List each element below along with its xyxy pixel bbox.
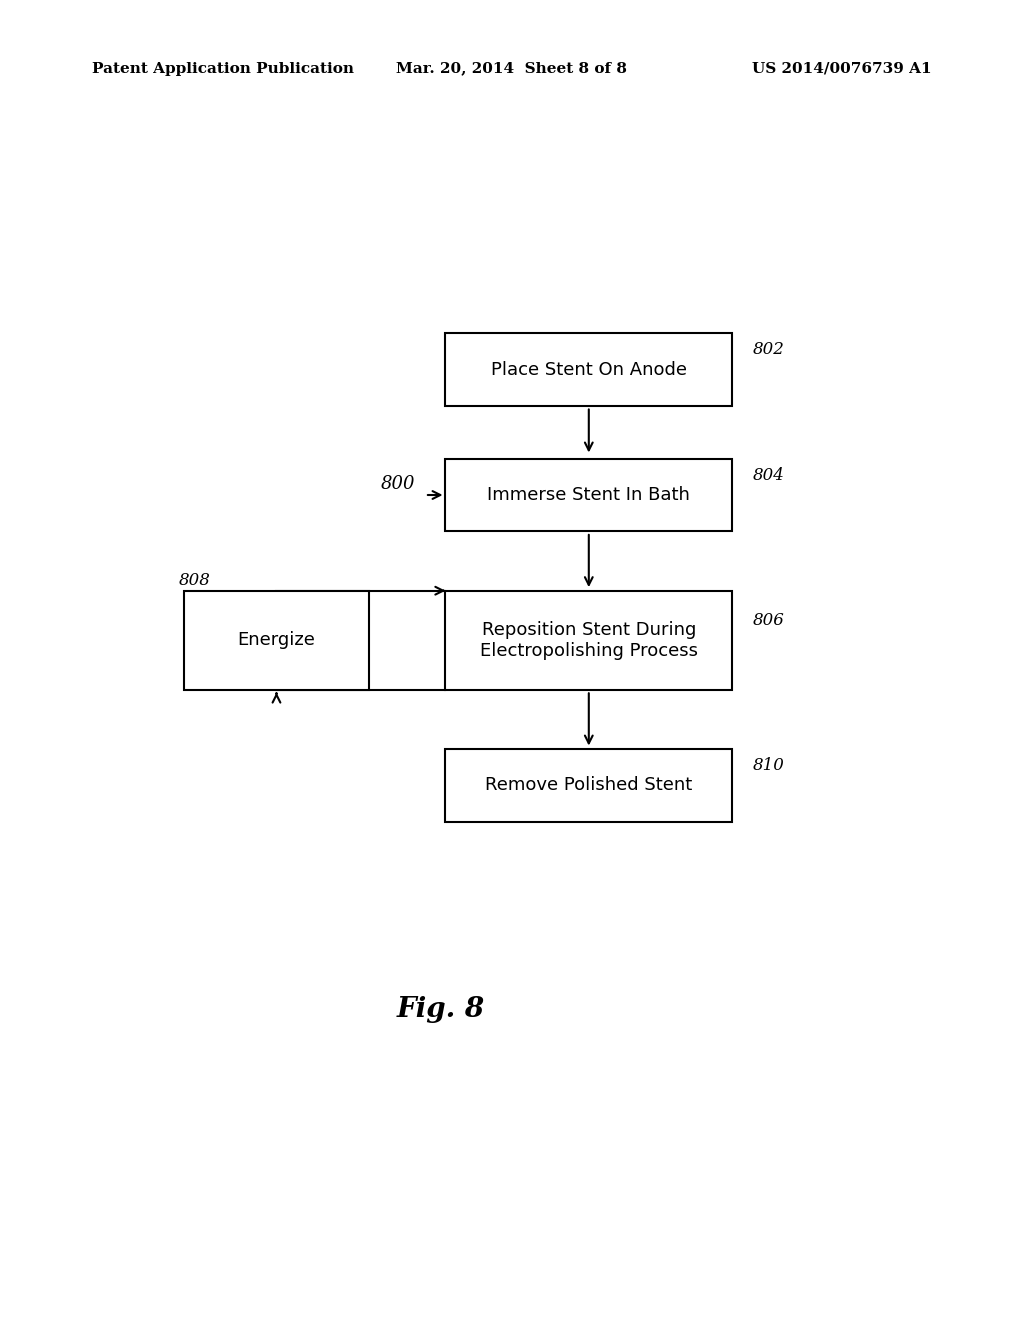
Text: Mar. 20, 2014  Sheet 8 of 8: Mar. 20, 2014 Sheet 8 of 8 [396, 62, 628, 75]
Text: 808: 808 [179, 573, 211, 589]
FancyBboxPatch shape [445, 458, 732, 531]
FancyBboxPatch shape [445, 333, 732, 407]
FancyBboxPatch shape [445, 750, 732, 821]
Text: 810: 810 [753, 758, 784, 774]
Text: Patent Application Publication: Patent Application Publication [92, 62, 354, 75]
Text: 806: 806 [753, 612, 784, 628]
Text: Immerse Stent In Bath: Immerse Stent In Bath [487, 486, 690, 504]
Text: Energize: Energize [238, 631, 315, 649]
Text: Place Stent On Anode: Place Stent On Anode [490, 360, 687, 379]
FancyBboxPatch shape [184, 591, 369, 689]
Text: 804: 804 [753, 467, 784, 483]
Text: Reposition Stent During
Electropolishing Process: Reposition Stent During Electropolishing… [480, 620, 697, 660]
FancyBboxPatch shape [445, 591, 732, 689]
Text: Remove Polished Stent: Remove Polished Stent [485, 776, 692, 795]
Text: 800: 800 [380, 475, 415, 494]
Text: Fig. 8: Fig. 8 [396, 997, 484, 1023]
Text: 802: 802 [753, 342, 784, 358]
Text: US 2014/0076739 A1: US 2014/0076739 A1 [753, 62, 932, 75]
